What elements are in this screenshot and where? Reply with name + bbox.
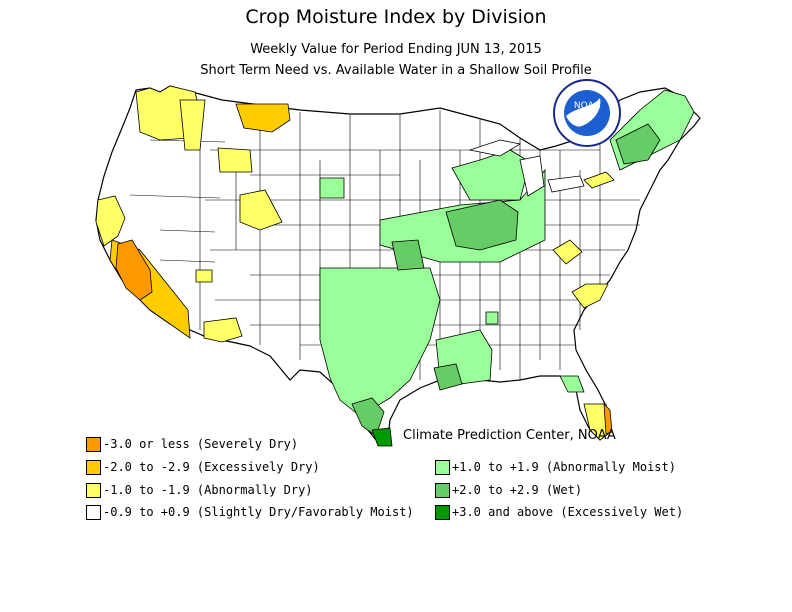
legend-swatch [435, 482, 450, 498]
legend-swatch [435, 504, 450, 520]
excessively-wet-regions [371, 427, 393, 447]
montana-west-dry [217, 147, 253, 173]
legend-item-severely-dry: -3.0 or less (Severely Dry) [86, 436, 298, 452]
legend-item-abnormally-dry: -1.0 to -1.9 (Abnormally Dry) [86, 482, 313, 498]
wet-regions [351, 123, 661, 437]
idaho-south-dry [239, 189, 283, 231]
idaho-north-dry [179, 99, 206, 151]
arizona-south-dry [203, 317, 243, 343]
map-subtitle-period: Weekly Value for Period Ending JUN 13, 2… [250, 42, 542, 57]
virginia-dry [552, 239, 583, 265]
nevada-south-dry [195, 269, 213, 283]
legend-label: -2.0 to -2.9 (Excessively Dry) [103, 460, 320, 474]
legend-item-excessively-wet: +3.0 and above (Excessively Wet) [435, 504, 683, 520]
credit-text: Climate Prediction Center, NOAA [403, 428, 616, 443]
legend-label: +3.0 and above (Excessively Wet) [452, 505, 684, 519]
legend-label: +2.0 to +2.9 (Wet) [452, 483, 583, 497]
texas-coast-excessively-wet [371, 427, 393, 447]
legend-label: -1.0 to -1.9 (Abnormally Dry) [103, 483, 313, 497]
mississippi-alabama-moist [485, 311, 499, 325]
noaa-logo: NOAA [553, 79, 621, 147]
legend-label: -0.9 to +0.9 (Slightly Dry/Favorably Moi… [103, 505, 414, 519]
legend-label: -3.0 or less (Severely Dry) [103, 437, 299, 451]
legend-item-excessively-dry: -2.0 to -2.9 (Excessively Dry) [86, 459, 320, 475]
map-title: Crop Moisture Index by Division [245, 6, 547, 28]
noaa-logo-text: NOAA [574, 101, 601, 111]
legend-swatch [435, 459, 450, 475]
legend-swatch [86, 436, 101, 452]
louisiana-wet [433, 363, 463, 391]
southern-plains-moist [319, 267, 441, 417]
new-york-vermont-wet [615, 123, 661, 165]
california-north-dry [95, 195, 126, 247]
severely-dry-regions [115, 239, 613, 435]
florida-panhandle-moist [559, 375, 585, 393]
map-subtitle-description: Short Term Need vs. Available Water in a… [200, 63, 592, 78]
legend-item-abnormally-moist: +1.0 to +1.9 (Abnormally Moist) [435, 459, 676, 475]
wyoming-moist [319, 177, 345, 199]
montana-northwest-excessively-dry [235, 103, 291, 133]
legend-swatch [86, 459, 101, 475]
legend-item-wet: +2.0 to +2.9 (Wet) [435, 482, 582, 498]
florida-east-coast-severely-dry [603, 402, 613, 435]
northeast-dry [583, 171, 615, 189]
great-lakes [468, 139, 585, 197]
florida-south-dry [583, 403, 611, 441]
legend-swatch [86, 504, 101, 520]
legend-item-normal: -0.9 to +0.9 (Slightly Dry/Favorably Moi… [86, 504, 414, 520]
carolinas-dry [571, 283, 609, 309]
south-texas-wet [351, 397, 385, 437]
missouri-west-wet [391, 239, 425, 271]
abnormally-dry-regions [95, 85, 615, 441]
legend-swatch [86, 482, 101, 498]
california-central-severely-dry [115, 239, 153, 301]
legend-label: +1.0 to +1.9 (Abnormally Moist) [452, 460, 676, 474]
iowa-illinois-indiana-wet [445, 199, 519, 251]
